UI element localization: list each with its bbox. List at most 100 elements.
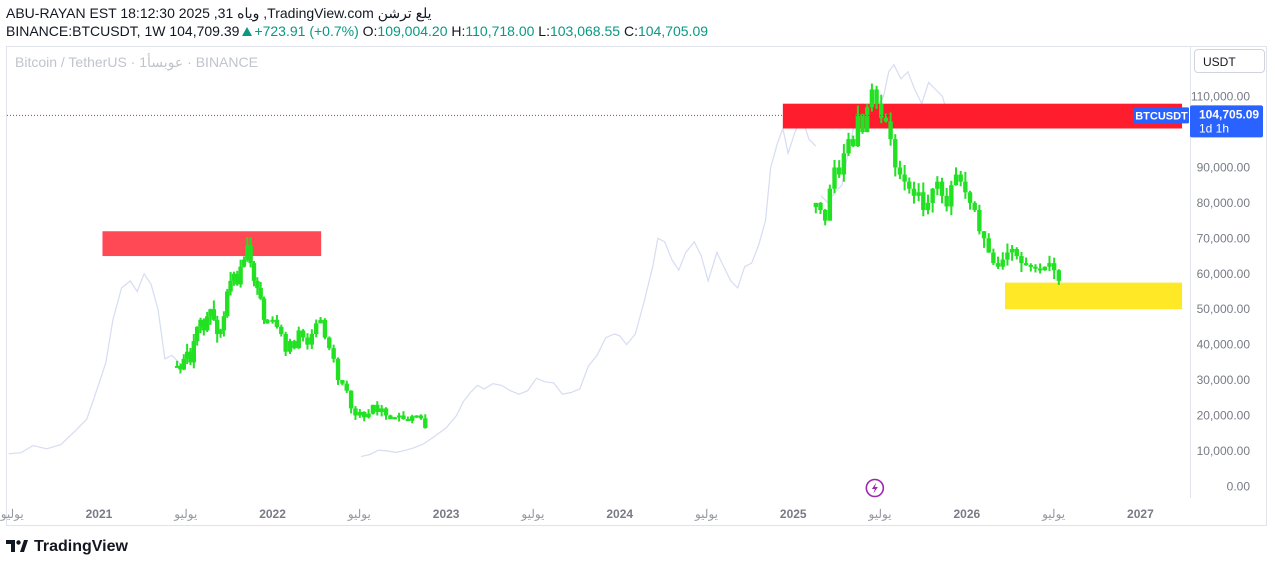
candle-body bbox=[370, 404, 376, 414]
candle-body bbox=[410, 416, 415, 421]
candle-body bbox=[981, 231, 987, 239]
candle-body bbox=[893, 139, 898, 168]
candle-body bbox=[191, 341, 197, 363]
y-tick-label: 70,000.00 bbox=[1197, 231, 1251, 245]
candle-body bbox=[248, 245, 253, 264]
candle-body bbox=[211, 309, 217, 320]
candle-body bbox=[322, 319, 328, 338]
ohlc-legend: BINANCE:BTCUSDT, 1W 104,709.39 +723.91 (+… bbox=[6, 22, 708, 40]
candle-body bbox=[963, 181, 968, 193]
candle-body bbox=[1056, 270, 1062, 281]
tradingview-logo-text: TradingView bbox=[34, 538, 128, 555]
x-tick-label: يوليو bbox=[694, 507, 718, 521]
candle-body bbox=[178, 365, 183, 370]
candle-body bbox=[348, 390, 354, 409]
candle-body bbox=[879, 103, 884, 118]
candle-body bbox=[949, 185, 954, 207]
zone-mid-resistance bbox=[102, 231, 322, 257]
x-tick-label: 2021 bbox=[86, 507, 113, 521]
candle-body bbox=[283, 334, 288, 352]
candle-body bbox=[225, 291, 230, 317]
candle-body bbox=[396, 415, 402, 418]
candle-body bbox=[972, 202, 977, 210]
axis-layer: 0.00 10,000.00 20,000.00 30,000.00 40,000.00… bbox=[0, 90, 1250, 521]
candle-body bbox=[208, 309, 213, 317]
y-tick-label: 110,000.00 bbox=[1191, 90, 1250, 104]
open-label: O: bbox=[362, 23, 378, 39]
candle-body bbox=[418, 415, 424, 419]
candle-body bbox=[318, 319, 323, 324]
candle-body bbox=[258, 287, 263, 299]
candle-body bbox=[218, 330, 223, 335]
high-value: 110,718.00 bbox=[465, 23, 535, 39]
x-tick-label: يوليو bbox=[0, 507, 24, 521]
y-tick-label: 40,000.00 bbox=[1197, 338, 1251, 352]
candle-body bbox=[313, 323, 319, 335]
x-tick-label: يوليو bbox=[173, 507, 197, 521]
open-value: 109,004.20 bbox=[377, 23, 448, 39]
zone-upper-resistance bbox=[782, 103, 1183, 129]
candle-body bbox=[902, 174, 907, 182]
x-tick-label: يوليو bbox=[347, 507, 371, 521]
low-label: L: bbox=[538, 23, 550, 39]
candle-body bbox=[832, 167, 837, 189]
candle-body bbox=[235, 273, 240, 285]
candle-body bbox=[1005, 252, 1010, 260]
candle-body bbox=[865, 107, 870, 133]
x-tick-label: 2023 bbox=[433, 507, 460, 521]
candle-body bbox=[279, 326, 284, 335]
candle-body bbox=[958, 174, 963, 182]
candle-body bbox=[1047, 263, 1052, 267]
candle-body bbox=[405, 419, 411, 422]
candle-body bbox=[327, 337, 332, 349]
candle-body bbox=[1028, 264, 1033, 267]
candle-body bbox=[357, 411, 363, 416]
zone-support bbox=[1005, 282, 1183, 310]
candle-body bbox=[1000, 259, 1005, 267]
candle-body bbox=[401, 415, 406, 420]
candle-body bbox=[305, 337, 310, 345]
candle-body bbox=[194, 326, 200, 342]
candle-body bbox=[851, 139, 856, 147]
candle-body bbox=[883, 117, 889, 122]
candle-body bbox=[907, 181, 912, 189]
y-tick-label: 20,000.00 bbox=[1197, 409, 1251, 423]
candle-body bbox=[228, 280, 233, 292]
candle-body bbox=[855, 114, 861, 147]
candle-body bbox=[1014, 248, 1019, 257]
x-tick-label: 2026 bbox=[953, 507, 980, 521]
candle-body bbox=[995, 263, 1001, 267]
x-tick-label: 2027 bbox=[1127, 507, 1154, 521]
candle-body bbox=[986, 238, 991, 253]
candle-body bbox=[184, 351, 190, 359]
last-price: 104,709.39 bbox=[169, 23, 240, 39]
y-tick-label: 80,000.00 bbox=[1197, 196, 1251, 210]
candle-body bbox=[991, 252, 996, 264]
candle-body bbox=[1019, 256, 1024, 264]
currency-button[interactable]: USDT bbox=[1194, 49, 1265, 73]
candle-body bbox=[241, 259, 247, 267]
candle-body bbox=[1051, 263, 1057, 271]
candle-body bbox=[925, 202, 931, 210]
candle-body bbox=[221, 316, 227, 331]
candle-body bbox=[392, 417, 397, 420]
tradingview-logo[interactable]: TradingView bbox=[6, 536, 128, 558]
candle-body bbox=[270, 319, 275, 322]
x-tick-label: 2025 bbox=[780, 507, 807, 521]
symbol-tag-bg bbox=[1134, 107, 1189, 124]
x-tick-label: يوليو bbox=[868, 507, 892, 521]
candle-body bbox=[174, 365, 180, 368]
candle-body bbox=[930, 188, 935, 203]
candle-body bbox=[888, 121, 893, 140]
bar-countdown: 1d 1h bbox=[1199, 121, 1229, 135]
candle-body bbox=[379, 408, 384, 412]
candle-body bbox=[331, 348, 336, 359]
zones-layer bbox=[102, 103, 1183, 310]
symbol-watermark: Bitcoin / TetherUS · 1عوبسأ · BINANCE bbox=[15, 54, 258, 70]
price-scale-separator bbox=[1190, 46, 1191, 498]
candle-body bbox=[215, 319, 220, 335]
candle-body bbox=[1033, 266, 1038, 269]
y-tick-label: 50,000.00 bbox=[1197, 302, 1251, 316]
